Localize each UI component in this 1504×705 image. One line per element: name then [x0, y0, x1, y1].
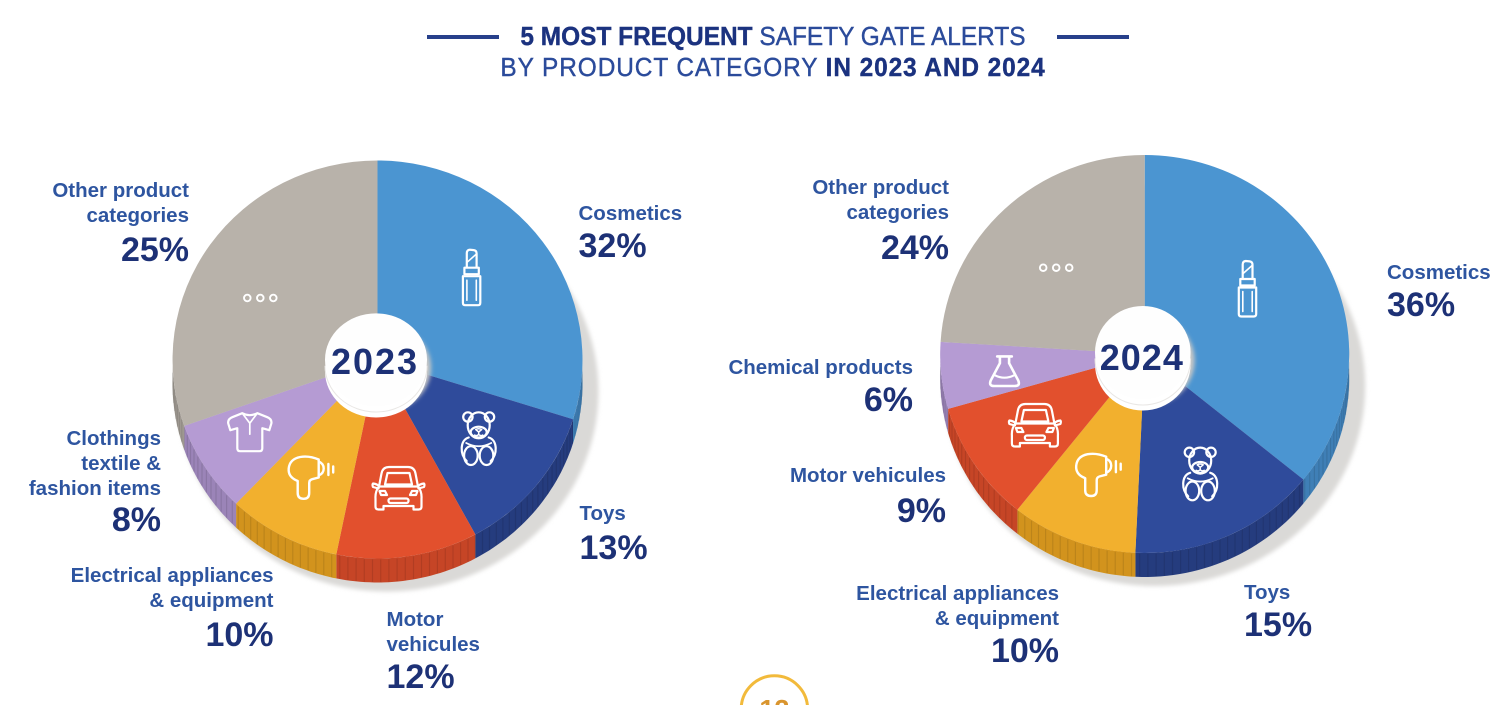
svg-text:2024: 2024	[1100, 337, 1184, 378]
svg-text:12: 12	[759, 695, 789, 705]
svg-text:2023: 2023	[331, 341, 419, 382]
